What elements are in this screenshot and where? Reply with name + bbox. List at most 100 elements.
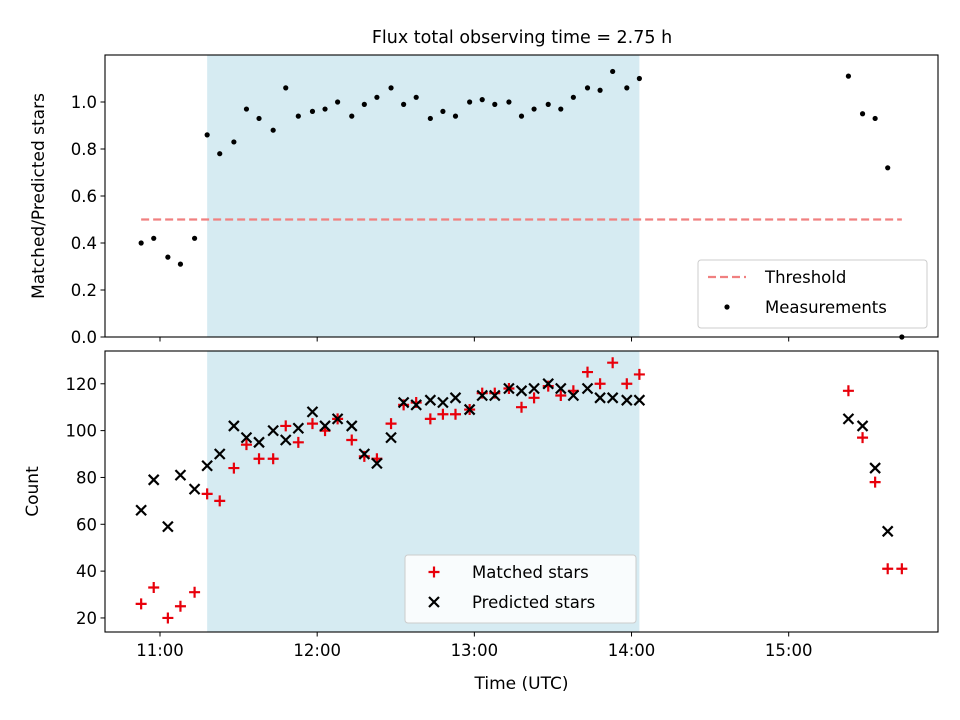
predicted-star-point <box>581 382 594 395</box>
axes-frame <box>104 54 939 338</box>
measurement-point <box>243 106 250 112</box>
predicted-star-point <box>449 392 462 404</box>
matched-star-point <box>555 389 567 401</box>
matched-star-point <box>449 408 461 420</box>
measurement-point <box>885 165 891 171</box>
predicted-star-point <box>567 389 580 402</box>
matched-star-point <box>228 462 240 474</box>
legend-label: Predicted stars <box>472 593 595 612</box>
predicted-star-point <box>345 420 358 432</box>
y-tick-label: 60 <box>76 515 97 534</box>
matched-star-point <box>385 418 397 430</box>
matched-star-point <box>516 401 527 413</box>
measurement-point <box>191 235 198 241</box>
legend-x-swatch <box>428 596 440 608</box>
measurement-point <box>518 113 525 119</box>
predicted-star-point <box>594 392 606 404</box>
predicted-star-point <box>503 382 515 395</box>
measurement-point <box>597 87 603 93</box>
measurement-point <box>309 108 316 114</box>
matched-star-point <box>346 434 358 446</box>
predicted-star-point <box>437 396 449 409</box>
measurement-point <box>610 68 616 75</box>
measurement-point <box>413 94 419 100</box>
matched-star-point <box>857 432 869 444</box>
predicted-star-point <box>174 469 187 481</box>
matched-star-point <box>607 357 619 369</box>
x-tick-label: 13:00 <box>451 641 499 660</box>
axes-frame <box>104 350 939 633</box>
predicted-star-point <box>869 462 881 474</box>
predicted-star-point <box>371 457 383 470</box>
predicted-star-point <box>306 406 319 418</box>
matched-star-point <box>594 378 606 390</box>
predicted-star-point <box>162 520 174 533</box>
predicted-star-point <box>633 394 646 406</box>
predicted-star-point <box>528 382 540 395</box>
matched-star-point <box>135 598 147 610</box>
predicted-star-point <box>489 389 501 402</box>
predicted-star-point <box>424 394 437 406</box>
matched-star-point <box>633 368 645 380</box>
predicted-star-point <box>135 504 147 517</box>
predicted-star-point <box>213 448 226 460</box>
y-tick-label: 0.0 <box>71 328 97 347</box>
measurement-point <box>859 111 866 117</box>
matched-star-point <box>148 582 160 594</box>
predicted-star-point <box>842 413 855 425</box>
matched-star-point <box>214 495 226 507</box>
matched-star-point <box>162 612 174 624</box>
y-tick-label: 0.8 <box>71 140 97 159</box>
predicted-star-point <box>881 525 894 538</box>
y-tick-label: 20 <box>76 609 97 628</box>
measurement-point <box>138 240 144 246</box>
predicted-star-point <box>188 483 201 495</box>
measurement-point <box>872 115 878 122</box>
predicted-star-point <box>292 422 305 435</box>
predicted-star-point <box>542 378 554 390</box>
measurement-point <box>531 106 537 112</box>
matched-star-point <box>280 420 292 432</box>
y-tick-label: 40 <box>76 562 97 581</box>
y-tick-label: 1.0 <box>71 93 97 112</box>
measurement-point <box>335 99 341 105</box>
predicted-star-point <box>515 385 528 397</box>
measurement-point <box>295 113 301 119</box>
predicted-star-point <box>385 431 397 444</box>
measurement-point <box>374 94 380 100</box>
x-tick-label: 11:00 <box>136 641 184 660</box>
measurement-point <box>361 101 367 107</box>
measurement-point <box>558 106 564 112</box>
y-axis-label: Matched/Predicted stars <box>29 93 49 299</box>
measurement-point <box>636 75 642 82</box>
predicted-star-point <box>240 431 253 444</box>
measurement-point <box>492 101 498 107</box>
measurement-point <box>388 85 394 91</box>
measurement-point <box>545 101 551 107</box>
legend-label: Measurements <box>765 298 887 317</box>
measurement-point <box>177 261 184 267</box>
measurement-point <box>401 101 407 107</box>
measurement-point <box>506 99 512 105</box>
measurement-point <box>349 113 355 119</box>
y-tick-label: 0.2 <box>71 281 97 300</box>
matched-star-point <box>201 488 213 500</box>
predicted-star-point <box>621 394 633 406</box>
y-tick-label: 0.4 <box>71 234 97 253</box>
measurement-point <box>624 85 630 91</box>
predicted-star-point <box>201 459 213 472</box>
predicted-star-point <box>397 396 410 409</box>
matched-star-point <box>869 476 881 488</box>
x-tick-label: 15:00 <box>765 641 813 660</box>
x-axis-label: Time (UTC) <box>474 674 569 694</box>
measurement-point <box>283 85 289 91</box>
matched-star-point <box>240 439 252 451</box>
y-axis-label: Count <box>23 466 43 517</box>
predicted-star-point <box>228 420 240 432</box>
measurement-point <box>452 113 459 119</box>
legend-label: Threshold <box>764 268 846 287</box>
measurement-point <box>270 127 276 133</box>
predicted-star-point <box>476 389 488 402</box>
predicted-star-point <box>463 403 476 416</box>
